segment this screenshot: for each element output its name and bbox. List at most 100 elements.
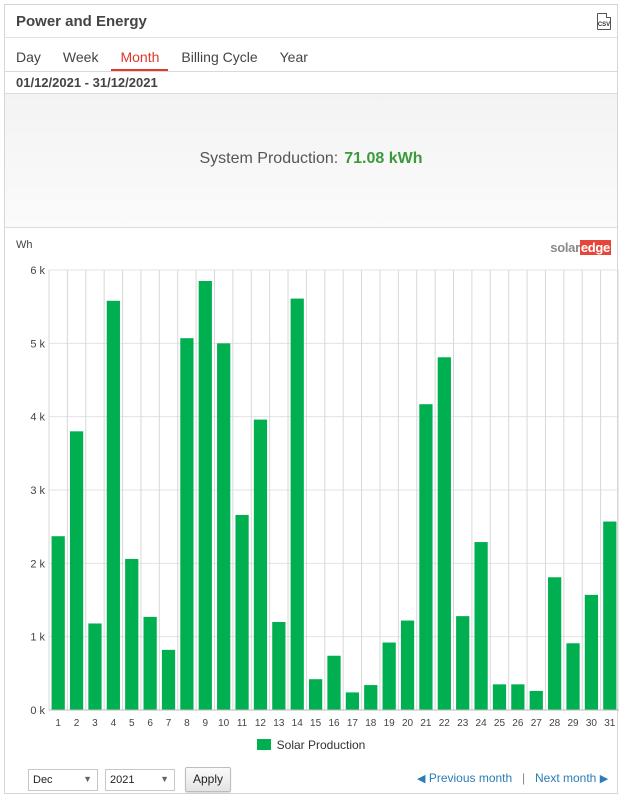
x-tick-label: 26 <box>512 718 524 729</box>
y-tick-label: 2 k <box>30 558 45 570</box>
x-tick-label: 24 <box>476 718 488 729</box>
bar-day-4 <box>106 300 120 710</box>
bar-day-22 <box>437 357 451 710</box>
panel-title: Power and Energy <box>16 13 147 30</box>
year-select[interactable]: 2021 ▼ <box>105 769 175 791</box>
nav-separator: | <box>522 771 526 785</box>
bar-day-19 <box>382 642 396 710</box>
year-select-value: 2021 <box>110 774 135 786</box>
bar-day-18 <box>364 685 378 710</box>
x-tick-label: 21 <box>420 718 432 729</box>
y-axis-unit: Wh <box>16 239 33 251</box>
system-production-summary: System Production: 71.08 kWh <box>5 150 617 168</box>
chevron-right-icon: ▶ <box>599 773 609 785</box>
x-tick-label: 8 <box>184 718 190 729</box>
legend-swatch <box>256 739 271 750</box>
bar-day-9 <box>198 281 212 710</box>
bar-day-1 <box>51 536 65 710</box>
x-tick-label: 17 <box>347 718 359 729</box>
summary-label: System Production: <box>199 150 339 167</box>
tab-billing-cycle[interactable]: Billing Cycle <box>181 49 258 65</box>
chevron-down-icon: ▼ <box>83 774 92 784</box>
bar-day-26 <box>511 684 525 710</box>
month-select-value: Dec <box>33 774 53 786</box>
bar-day-23 <box>456 616 470 710</box>
tab-year[interactable]: Year <box>279 49 308 65</box>
bar-day-25 <box>492 684 507 710</box>
y-tick-label: 3 k <box>30 485 45 497</box>
month-select[interactable]: Dec ▼ <box>28 769 98 791</box>
x-tick-label: 9 <box>203 718 209 729</box>
date-range: 01/12/2021 - 31/12/2021 <box>16 75 158 90</box>
x-tick-label: 7 <box>166 718 172 729</box>
x-tick-label: 14 <box>292 718 304 729</box>
y-tick-label: 4 k <box>30 412 45 424</box>
csv-export-icon[interactable]: CSV <box>597 13 611 30</box>
tab-week[interactable]: Week <box>62 49 99 65</box>
x-tick-label: 30 <box>586 718 598 729</box>
chart-legend[interactable]: Solar Production <box>5 738 617 752</box>
x-tick-label: 11 <box>237 718 248 729</box>
bar-day-16 <box>327 655 341 710</box>
x-tick-label: 20 <box>402 718 414 729</box>
x-tick-label: 15 <box>310 718 322 729</box>
previous-month-link[interactable]: ◀ Previous month <box>417 771 512 785</box>
bar-day-10 <box>217 343 231 710</box>
bar-day-13 <box>272 622 286 710</box>
power-energy-panel: Power and Energy CSV Day Week Month Bill… <box>4 4 619 794</box>
solaredge-logo: solaredge <box>550 240 611 255</box>
chevron-down-icon: ▼ <box>160 774 169 784</box>
x-tick-label: 16 <box>328 718 340 729</box>
period-tabs: Day Week Month Billing Cycle Year <box>5 45 319 71</box>
bar-day-5 <box>125 558 139 710</box>
x-tick-label: 1 <box>55 718 61 729</box>
x-tick-label: 13 <box>273 718 285 729</box>
bar-day-15 <box>308 679 323 710</box>
x-tick-label: 31 <box>604 718 616 729</box>
x-tick-label: 6 <box>147 718 153 729</box>
x-tick-label: 19 <box>384 718 396 729</box>
bar-day-8 <box>180 338 194 710</box>
apply-button[interactable]: Apply <box>185 767 231 792</box>
x-tick-label: 10 <box>218 718 230 729</box>
x-tick-label: 4 <box>111 718 117 729</box>
next-month-link[interactable]: Next month ▶ <box>535 771 608 785</box>
bar-day-7 <box>161 649 176 710</box>
x-tick-label: 25 <box>494 718 506 729</box>
bar-day-24 <box>474 542 488 710</box>
next-month-label: Next month <box>535 771 597 785</box>
x-tick-label: 3 <box>92 718 98 729</box>
logo-part-1: solar <box>550 240 580 255</box>
chevron-left-icon: ◀ <box>417 773 426 785</box>
divider <box>5 71 617 72</box>
csv-icon-label: CSV <box>597 22 611 28</box>
bar-day-2 <box>69 431 84 710</box>
tab-month[interactable]: Month <box>109 45 170 71</box>
summary-value: 71.08 kWh <box>344 150 423 167</box>
bar-day-29 <box>566 643 580 710</box>
y-tick-label: 6 k <box>30 265 45 277</box>
x-tick-label: 18 <box>365 718 377 729</box>
bar-day-30 <box>584 594 599 710</box>
bar-day-28 <box>548 577 562 710</box>
x-tick-label: 2 <box>74 718 80 729</box>
tab-day[interactable]: Day <box>16 49 41 65</box>
bar-day-11 <box>235 514 249 710</box>
x-tick-label: 12 <box>255 718 267 729</box>
x-tick-label: 29 <box>567 718 579 729</box>
x-tick-label: 23 <box>457 718 469 729</box>
bar-day-27 <box>529 690 543 710</box>
production-bar-chart: 0 k1 k2 k3 k4 k5 k6 k1 2 3 4 5 6 7 8 9 10 11 12 13 14… <box>30 265 619 729</box>
bar-day-17 <box>345 692 360 710</box>
summary-box: System Production: 71.08 kWh <box>5 93 617 228</box>
divider <box>5 37 617 38</box>
y-tick-label: 5 k <box>30 338 45 350</box>
legend-label: Solar Production <box>276 738 366 752</box>
x-tick-label: 28 <box>549 718 561 729</box>
bar-day-21 <box>419 404 433 710</box>
x-tick-label: 22 <box>439 718 451 729</box>
bar-day-31 <box>603 521 617 710</box>
previous-month-label: Previous month <box>428 771 513 785</box>
bar-day-6 <box>143 616 157 710</box>
logo-part-2: edge <box>579 240 611 255</box>
